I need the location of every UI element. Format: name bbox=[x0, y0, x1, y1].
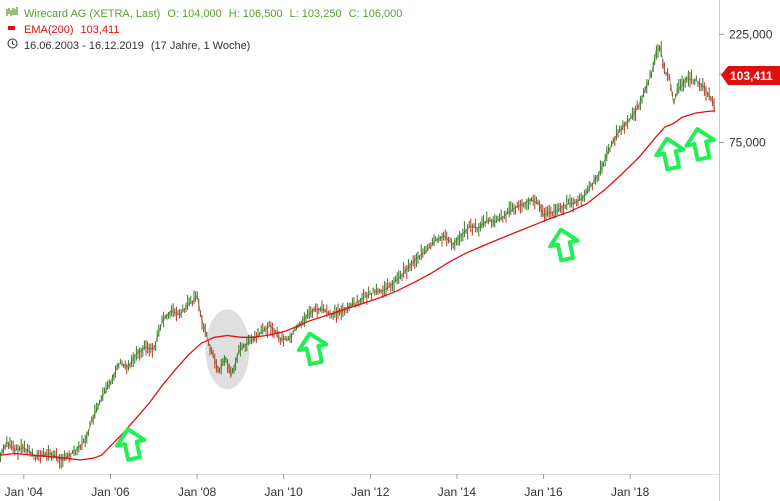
candlestick-icon bbox=[6, 6, 18, 22]
price-tag-shape bbox=[721, 66, 780, 85]
x-tick-label: Jan '06 bbox=[91, 485, 130, 499]
price-series bbox=[0, 41, 716, 469]
instrument-name: Wirecard AG (XETRA, Last) bbox=[24, 8, 161, 20]
ema-value: 103,411 bbox=[80, 24, 120, 36]
up-arrow-icon bbox=[115, 427, 147, 462]
x-tick-label: Jan '08 bbox=[178, 485, 217, 499]
ema-line bbox=[0, 110, 716, 461]
up-arrow-icon bbox=[684, 127, 716, 162]
price-line bbox=[0, 46, 716, 461]
y-tick-label: 75,000 bbox=[729, 136, 766, 150]
up-arrow-icon bbox=[654, 136, 686, 172]
high-value: H: 106,500 bbox=[228, 8, 283, 20]
up-arrow-icon bbox=[296, 331, 329, 367]
y-tick-label: 225,000 bbox=[729, 27, 773, 41]
legend-range-row: 16.06.2003 - 16.12.2019 (17 Jahre, 1 Woc… bbox=[6, 38, 402, 54]
clock-icon bbox=[6, 38, 18, 54]
current-price-tag: 103,411 bbox=[721, 66, 780, 85]
line-swatch-icon bbox=[6, 22, 18, 38]
open-value: O: 104,000 bbox=[167, 8, 222, 20]
x-tick-label: Jan '16 bbox=[524, 485, 563, 499]
chart-frame bbox=[0, 0, 720, 501]
x-tick-label: Jan '12 bbox=[351, 485, 390, 499]
duration: (17 Jahre, 1 Woche) bbox=[150, 40, 251, 52]
chart-legend: Wirecard AG (XETRA, Last) O: 104,000 H: … bbox=[6, 6, 402, 54]
up-arrow-icon bbox=[548, 227, 580, 263]
arrow-annotations bbox=[115, 127, 716, 462]
x-tick-label: Jan '04 bbox=[5, 485, 44, 499]
x-tick-label: Jan '14 bbox=[438, 485, 477, 499]
price-tag-label: 103,411 bbox=[730, 69, 773, 83]
x-axis: Jan '04 Jan '06 Jan '08 Jan '10 Jan '12 Jan '… bbox=[5, 474, 650, 499]
ema-label: EMA(200) bbox=[24, 24, 74, 36]
x-tick-label: Jan '18 bbox=[611, 485, 650, 499]
x-tick-label: Jan '10 bbox=[265, 485, 304, 499]
legend-ema-row: EMA(200) 103,411 bbox=[6, 22, 402, 38]
close-value: C: 106,000 bbox=[348, 8, 403, 20]
legend-instrument-row: Wirecard AG (XETRA, Last) O: 104,000 H: … bbox=[6, 6, 402, 22]
low-value: L: 103,250 bbox=[289, 8, 342, 20]
ema-series bbox=[0, 110, 716, 461]
date-range: 16.06.2003 - 16.12.2019 bbox=[24, 40, 144, 52]
